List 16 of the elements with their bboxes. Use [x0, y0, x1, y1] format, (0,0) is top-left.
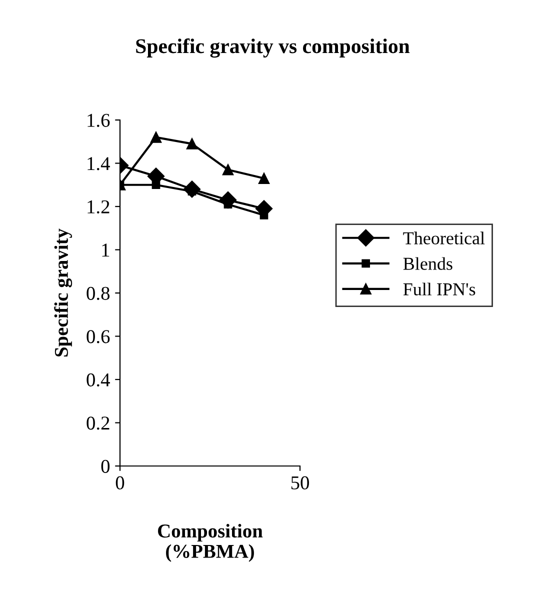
y-tick-label: 0.4 [86, 373, 110, 387]
x-tick-label: 50 [291, 476, 309, 490]
legend-label: Theoretical [403, 232, 485, 244]
y-tick-label: 0.2 [86, 416, 110, 430]
y-tick-label: 1 [102, 244, 110, 256]
y-tick-label: 1.6 [88, 114, 110, 128]
legend-label: Full IPN's [403, 282, 476, 296]
y-tick-label: 1.4 [88, 157, 110, 170]
y-axis-title: Specific gravity [54, 228, 72, 356]
x-axis-title: Composition (%PBMA) [158, 524, 263, 562]
y-tick-label: 0 [101, 460, 110, 473]
legend-label: Blends [403, 257, 452, 270]
y-tick-label: 0.8 [86, 286, 110, 300]
chart-title: Specific gravity vs composition [136, 38, 410, 58]
y-tick-label: 0.6 [86, 330, 110, 344]
y-tick-label: 1.2 [88, 200, 110, 214]
